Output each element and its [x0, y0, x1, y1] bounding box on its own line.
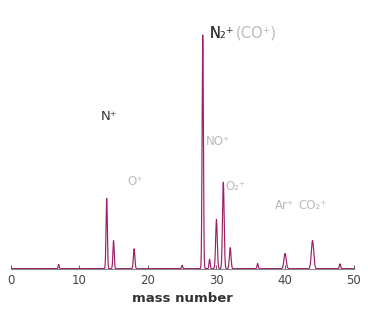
Text: CO₂⁺: CO₂⁺	[299, 198, 327, 212]
X-axis label: mass number: mass number	[132, 292, 233, 305]
Text: Ar⁺: Ar⁺	[275, 198, 294, 212]
Text: N₂⁺: N₂⁺	[210, 26, 234, 41]
Text: N: N	[210, 26, 220, 41]
Text: O⁺: O⁺	[127, 175, 143, 188]
Text: N⁺: N⁺	[101, 110, 118, 123]
Text: O₂⁺: O₂⁺	[225, 180, 245, 193]
Text: (CO⁺): (CO⁺)	[236, 26, 277, 41]
Text: NO⁺: NO⁺	[206, 135, 230, 149]
